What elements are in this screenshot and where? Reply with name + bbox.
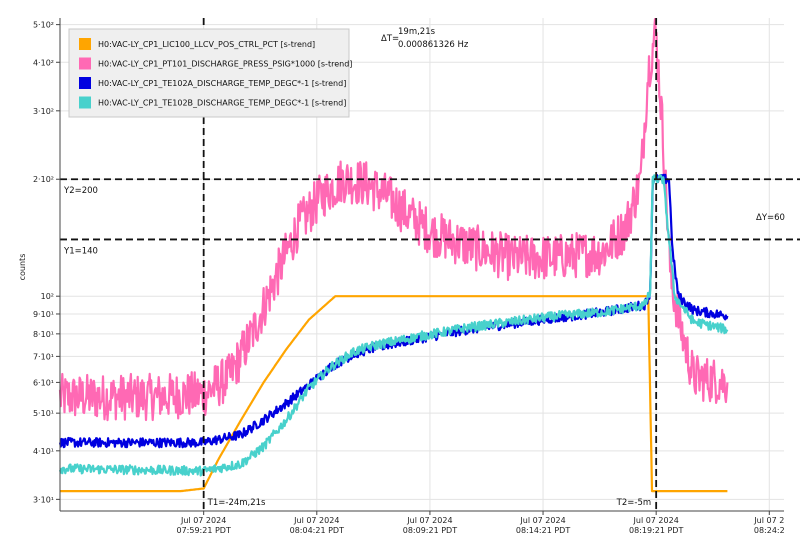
y-tick-label: 5·10¹ bbox=[33, 409, 54, 418]
t2-cursor-label: T2=-5m bbox=[616, 498, 651, 508]
delta-t-value: 19m,21s bbox=[398, 27, 436, 37]
x-tick-label-time: 08:19:21 PDT bbox=[629, 526, 683, 535]
y1-cursor-label: Y1=140 bbox=[63, 246, 98, 256]
series-line-0 bbox=[59, 295, 728, 493]
y-tick-label: 7·10¹ bbox=[33, 352, 54, 361]
legend-entry-2: H0:VAC-LY_CP1_TE102A_DISCHARGE_TEMP_DEGC… bbox=[98, 79, 346, 88]
y-tick-label: 4·10¹ bbox=[33, 447, 54, 456]
x-tick-label-time: 07:59:21 PDT bbox=[176, 526, 230, 535]
legend-entry-1: H0:VAC-LY_CP1_PT101_DISCHARGE_PRESS_PSIG… bbox=[98, 60, 352, 69]
legend-entry-0: H0:VAC-LY_CP1_LIC100_LLCV_POS_CTRL_PCT [… bbox=[98, 40, 315, 49]
legend-box bbox=[68, 28, 350, 118]
legend-swatch-3 bbox=[79, 96, 91, 109]
y-tick-label: 9·10¹ bbox=[33, 310, 54, 319]
x-tick-label-time: 08:14:21 PDT bbox=[516, 526, 570, 535]
legend-swatch-0 bbox=[79, 38, 91, 50]
frequency-value: 0.000861326 Hz bbox=[398, 40, 469, 50]
y-tick-label: 6·10¹ bbox=[33, 378, 54, 387]
legend-swatch-2 bbox=[79, 77, 91, 89]
legend-entry-3: H0:VAC-LY_CP1_TE102B_DISCHARGE_TEMP_DEGC… bbox=[98, 99, 346, 108]
delta-y-value: ΔY=60 bbox=[756, 213, 785, 223]
y-tick-label: 8·10¹ bbox=[33, 330, 54, 339]
x-tick-label-date: Jul 07 2024 bbox=[180, 516, 226, 525]
y-tick-label: 3·10² bbox=[33, 107, 54, 116]
y-tick-label: 4·10² bbox=[33, 58, 54, 67]
y-tick-label: 3·10¹ bbox=[33, 495, 54, 504]
y-axis-label: counts bbox=[18, 254, 27, 281]
legend-swatch-1 bbox=[79, 57, 91, 70]
delta-t-prefix: ΔT= bbox=[381, 34, 399, 44]
x-tick-label-time: 08:04:21 PDT bbox=[290, 526, 344, 535]
x-tick-label-date: Jul 07 2024 bbox=[633, 516, 679, 525]
x-tick-label-date: Jul 07 2 bbox=[753, 516, 784, 525]
x-tick-label-date: Jul 07 2024 bbox=[293, 516, 339, 525]
t1-cursor-label: T1=-24m,21s bbox=[207, 498, 266, 508]
y2-cursor-label: Y2=200 bbox=[63, 186, 98, 196]
y-tick-label: 2·10² bbox=[33, 175, 54, 184]
legend: H0:VAC-LY_CP1_LIC100_LLCV_POS_CTRL_PCT [… bbox=[68, 28, 352, 118]
y-tick-label: 10² bbox=[41, 292, 54, 301]
cursors: T1=-24m,21s T2=-5m Y1=140 Y2=200 bbox=[60, 18, 800, 511]
annotations: ΔT= 19m,21s 0.000861326 Hz ΔY=60 bbox=[381, 27, 785, 223]
series-line-3 bbox=[58, 174, 729, 477]
x-tick-label-date: Jul 07 2024 bbox=[406, 516, 452, 525]
x-tick-label-time: 08:09:21 PDT bbox=[403, 526, 457, 535]
x-tick-label-date: Jul 07 2024 bbox=[519, 516, 565, 525]
y-axis: 3·10¹ 4·10¹ 5·10¹ 6·10¹ 7·10¹ 8·10¹ 9·10¹ 10² 2·… bbox=[33, 18, 61, 511]
x-tick-label-time: 08:24:2 bbox=[754, 526, 785, 535]
y-tick-label: 5·10² bbox=[33, 21, 54, 30]
